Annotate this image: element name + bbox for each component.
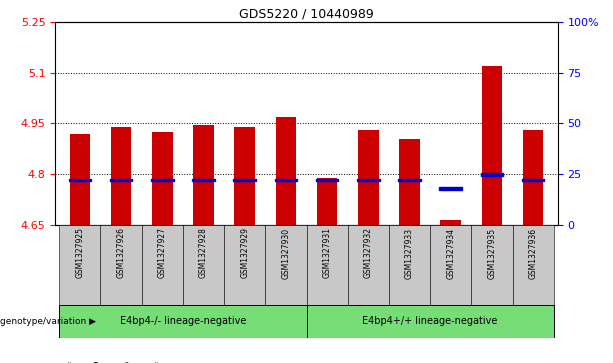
Bar bbox=[317, 178, 337, 225]
Text: GSM1327927: GSM1327927 bbox=[158, 228, 167, 278]
Text: GSM1327926: GSM1327926 bbox=[116, 228, 126, 278]
Bar bbox=[59, 305, 306, 338]
Text: GSM1327933: GSM1327933 bbox=[405, 228, 414, 278]
Text: GSM1327929: GSM1327929 bbox=[240, 228, 249, 278]
Text: GSM1327930: GSM1327930 bbox=[281, 228, 291, 278]
Text: GSM1327925: GSM1327925 bbox=[75, 228, 85, 278]
Text: GSM1327928: GSM1327928 bbox=[199, 228, 208, 278]
Bar bbox=[101, 225, 142, 305]
Bar bbox=[142, 225, 183, 305]
Bar bbox=[306, 305, 554, 338]
Bar bbox=[482, 66, 502, 225]
Bar bbox=[357, 179, 379, 182]
Bar bbox=[59, 225, 101, 305]
Bar bbox=[481, 173, 503, 176]
Text: GSM1327935: GSM1327935 bbox=[487, 228, 497, 278]
Text: E4bp4+/+ lineage-negative: E4bp4+/+ lineage-negative bbox=[362, 316, 498, 326]
Bar bbox=[316, 179, 338, 182]
Text: ■: ■ bbox=[55, 362, 64, 363]
Bar bbox=[348, 225, 389, 305]
Bar bbox=[69, 179, 91, 182]
Bar bbox=[275, 179, 297, 182]
Bar bbox=[440, 220, 461, 225]
Bar bbox=[399, 139, 420, 225]
Bar bbox=[440, 187, 462, 190]
Bar bbox=[152, 132, 173, 225]
Bar bbox=[522, 179, 544, 182]
Bar bbox=[192, 179, 215, 182]
Bar bbox=[358, 130, 379, 225]
Bar bbox=[193, 125, 214, 225]
Bar bbox=[276, 117, 296, 225]
Text: GSM1327936: GSM1327936 bbox=[528, 228, 538, 278]
Bar bbox=[70, 134, 90, 225]
Text: ■ transformed count: ■ transformed count bbox=[55, 362, 158, 363]
Bar bbox=[430, 225, 471, 305]
Text: GSM1327932: GSM1327932 bbox=[364, 228, 373, 278]
Bar bbox=[183, 225, 224, 305]
Text: genotype/variation ▶: genotype/variation ▶ bbox=[0, 317, 96, 326]
Text: E4bp4-/- lineage-negative: E4bp4-/- lineage-negative bbox=[120, 316, 246, 326]
Bar bbox=[234, 127, 255, 225]
Text: GSM1327934: GSM1327934 bbox=[446, 228, 455, 278]
Text: transformed count: transformed count bbox=[69, 362, 159, 363]
Bar bbox=[224, 225, 265, 305]
Bar bbox=[151, 179, 173, 182]
Bar bbox=[523, 130, 543, 225]
Bar bbox=[398, 179, 421, 182]
Bar bbox=[512, 225, 554, 305]
Bar bbox=[110, 179, 132, 182]
Bar bbox=[234, 179, 256, 182]
Bar bbox=[389, 225, 430, 305]
Text: GSM1327931: GSM1327931 bbox=[322, 228, 332, 278]
Bar bbox=[306, 225, 348, 305]
Bar bbox=[111, 127, 131, 225]
Title: GDS5220 / 10440989: GDS5220 / 10440989 bbox=[239, 8, 374, 21]
Bar bbox=[265, 225, 306, 305]
Bar bbox=[471, 225, 512, 305]
